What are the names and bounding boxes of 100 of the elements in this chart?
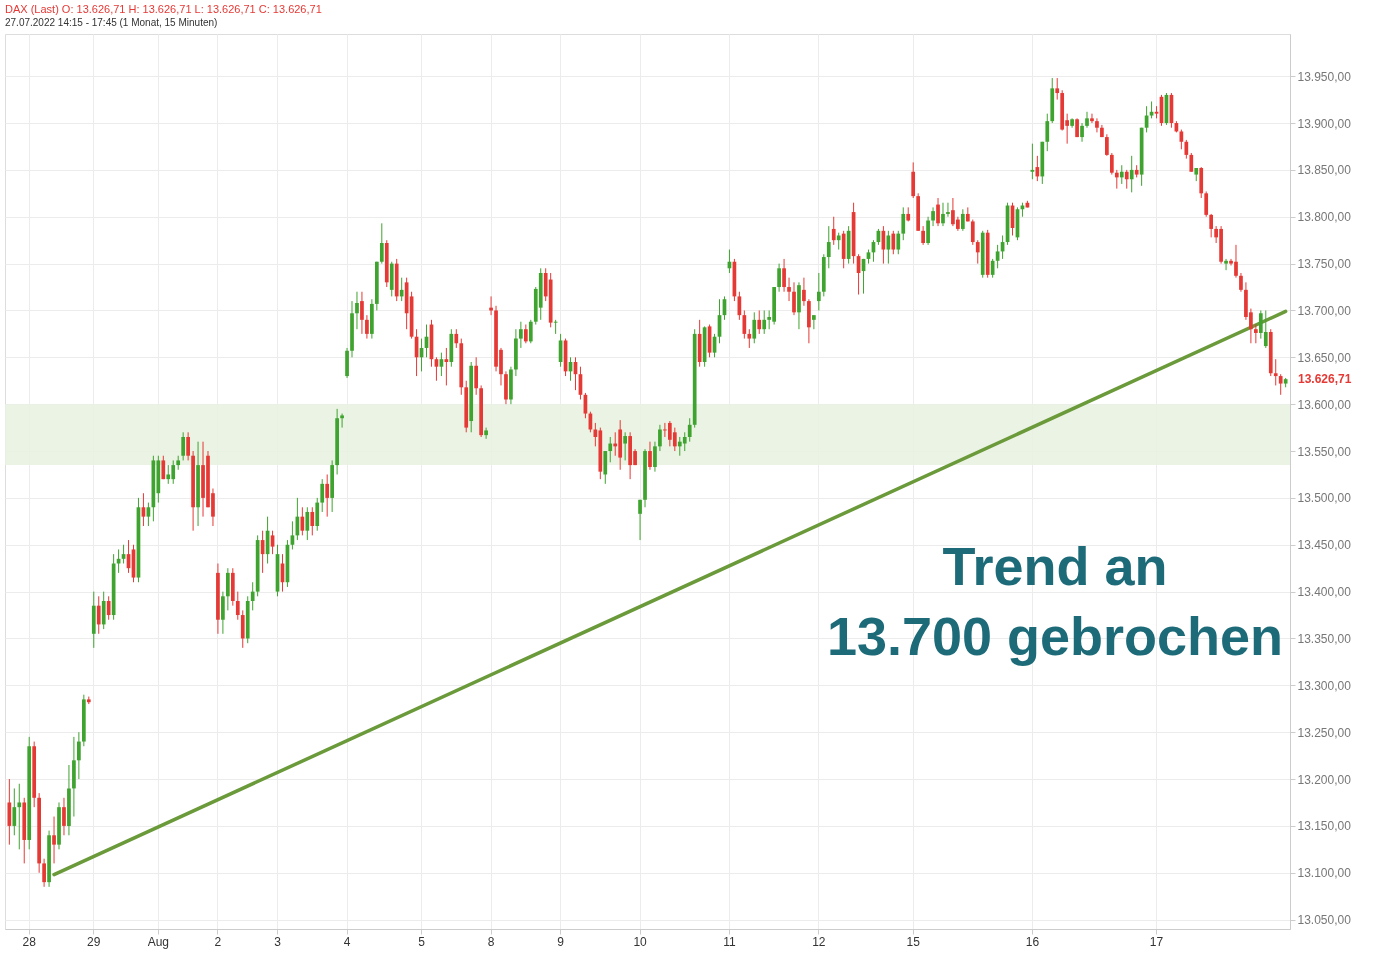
y-tick-label: 13.450,00 [1297,538,1352,553]
x-tick-label: 9 [557,934,565,949]
candlestick [891,230,896,255]
candlestick [831,216,836,246]
candlestick [1045,113,1050,152]
candlestick [653,441,657,473]
candlestick [687,417,692,443]
candlestick [181,431,186,461]
candlestick [553,319,558,335]
candlestick [7,778,12,846]
candlestick [787,277,791,302]
candlestick [305,506,310,541]
x-tick-label: 4 [343,934,351,949]
candlestick [1105,133,1109,157]
candlestick [742,309,747,340]
candlestick [1124,169,1129,190]
candlestick [474,356,479,396]
candlestick [901,206,906,241]
candlestick [166,464,171,485]
x-tick-label: Aug [147,934,170,949]
candlestick [226,567,230,611]
candlestick [221,591,225,635]
candlestick [315,497,320,532]
candlestick [1090,113,1094,124]
x-tick-label: 3 [274,934,282,949]
x-tick-label: 28 [22,934,37,949]
x-tick-label: 29 [87,934,101,949]
candlestick [1189,152,1194,173]
candlestick [52,816,56,864]
candlestick [519,321,523,349]
candlestick [792,281,796,316]
candlestick [12,787,17,836]
candlestick [1095,117,1099,133]
y-tick-label: 13.250,00 [1297,725,1352,740]
y-tick-label: 13.700,00 [1297,303,1352,318]
candlestick [310,506,315,536]
candlestick [1204,190,1209,218]
candlestick [1184,139,1189,160]
candlestick [235,591,240,621]
candlestick [638,499,642,541]
x-tick-label: 11 [723,934,736,949]
candlestick [17,783,22,850]
y-tick-label: 13.150,00 [1297,819,1352,834]
candlestick [365,314,369,340]
y-tick-label: 13.900,00 [1297,116,1352,131]
x-tick-label: 10 [633,934,648,949]
y-tick-label: 13.600,00 [1297,397,1352,412]
candlestick [1224,258,1228,271]
candlestick [1085,111,1089,129]
candlestick [444,347,449,386]
y-tick-label: 13.300,00 [1297,678,1352,693]
candlestick [1055,77,1060,101]
candlestick [186,431,190,461]
x-tick-label: 15 [906,934,921,949]
annotation: 13.700 gebrochen [826,606,1284,666]
candlestick [320,478,325,513]
candlestick [340,413,344,429]
candlestick [399,277,404,302]
candlestick [777,263,781,293]
candlestick [762,309,767,335]
candlestick [658,424,662,452]
candlestick [802,277,806,307]
annotation: Trend an [942,536,1168,596]
y-tick-label: 13.850,00 [1297,163,1352,178]
candlestick [250,581,255,611]
x-tick-label: 16 [1025,934,1040,949]
candlestick [1109,152,1114,176]
candlestick [1239,272,1243,293]
candlestick [896,230,901,255]
candlestick [454,328,459,349]
candlestick [757,309,762,335]
candlestick [975,239,980,265]
candlestick [747,328,752,349]
candlestick [1263,309,1268,349]
candlestick [941,202,945,227]
candlestick [926,216,930,246]
candlestick [1278,373,1283,396]
candlestick [672,427,677,452]
candlestick [1119,164,1124,185]
candlestick [886,230,891,265]
candlestick [96,595,101,635]
candlestick [1209,213,1214,238]
x-tick-label: 2 [214,934,222,949]
candlestick [816,272,821,311]
y-tick-label: 13.200,00 [1297,772,1352,787]
x-tick-label: 5 [418,934,426,949]
candlestick [1273,358,1278,386]
candlestick [682,431,687,452]
candlestick [1254,324,1258,344]
candlestick [360,291,364,335]
y-tick-label: 13.050,00 [1297,913,1352,928]
candlestick [42,858,46,888]
candlestick [484,427,488,440]
candlestick [379,222,384,265]
y-tick-label: 13.750,00 [1297,257,1352,272]
y-tick-label: 13.650,00 [1297,350,1352,365]
candlestick [826,225,831,269]
candlestick [812,314,816,330]
candlestick [240,609,245,649]
y-tick-label: 13.350,00 [1297,631,1352,646]
